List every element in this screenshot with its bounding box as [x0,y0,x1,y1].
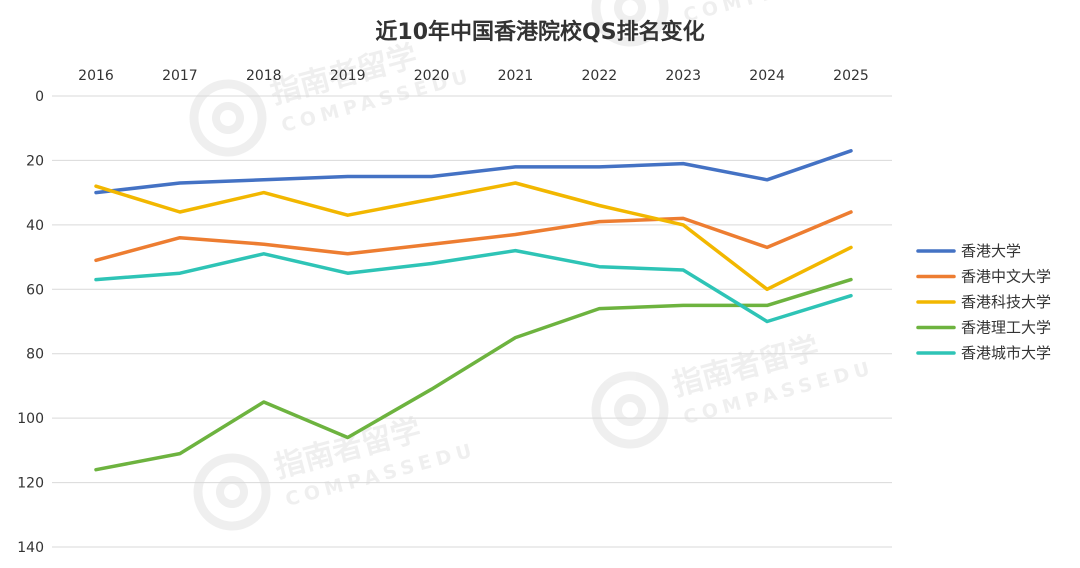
x-tick-label: 2022 [582,68,618,84]
series-line [94,277,853,472]
y-tick-label: 60 [26,282,44,298]
legend-item: 香港大学 [916,242,1021,260]
x-axis-ticks: 2016 2017 2018 2019 2020 2021 2022 2023 2024 2025 [78,68,869,84]
x-tick-label: 2019 [330,68,366,84]
y-tick-label: 140 [17,540,44,556]
watermark-core-icon [212,102,244,134]
y-tick-label: 0 [35,89,44,105]
series-line [94,149,853,195]
legend-item: 香港中文大学 [916,268,1051,286]
watermark-core-icon [614,0,646,24]
y-axis-ticks: 0 20 40 60 80 100 120 140 [17,89,44,556]
watermark-ring-icon [591,371,669,449]
watermark-ring-icon [591,0,669,47]
x-tick-label: 2020 [414,68,450,84]
legend-label: 香港科技大学 [961,293,1051,311]
y-tick-label: 40 [26,218,44,234]
legend-label: 香港中文大学 [961,268,1051,286]
x-tick-label: 2025 [833,68,869,84]
series-line [94,181,853,292]
legend-item: 香港城市大学 [916,344,1051,362]
x-tick-label: 2021 [498,68,534,84]
series-lines [94,149,853,472]
watermark-brand-en: COMPASSEDU [681,0,877,27]
y-tick-label: 100 [17,411,44,427]
legend-label: 香港大学 [961,242,1021,260]
y-tick-label: 20 [26,153,44,169]
watermark-ring-icon [189,79,267,157]
legend-item: 香港理工大学 [916,319,1051,337]
series-line [94,210,853,263]
chart-title: 近10年中国香港院校QS排名变化 [375,19,704,45]
x-tick-label: 2024 [749,68,785,84]
legend-label: 香港城市大学 [961,344,1051,362]
x-tick-label: 2018 [246,68,282,84]
watermark-core-icon [216,476,248,508]
y-tick-label: 120 [17,476,44,492]
x-tick-label: 2023 [665,68,701,84]
watermark-ring-icon [193,453,271,531]
series-line [94,248,853,324]
legend-item: 香港科技大学 [916,293,1051,311]
gridlines [52,95,892,548]
x-tick-label: 2016 [78,68,114,84]
y-tick-label: 80 [26,347,44,363]
x-tick-label: 2017 [162,68,198,84]
legend-label: 香港理工大学 [961,319,1051,337]
watermark-core-icon [614,394,646,426]
